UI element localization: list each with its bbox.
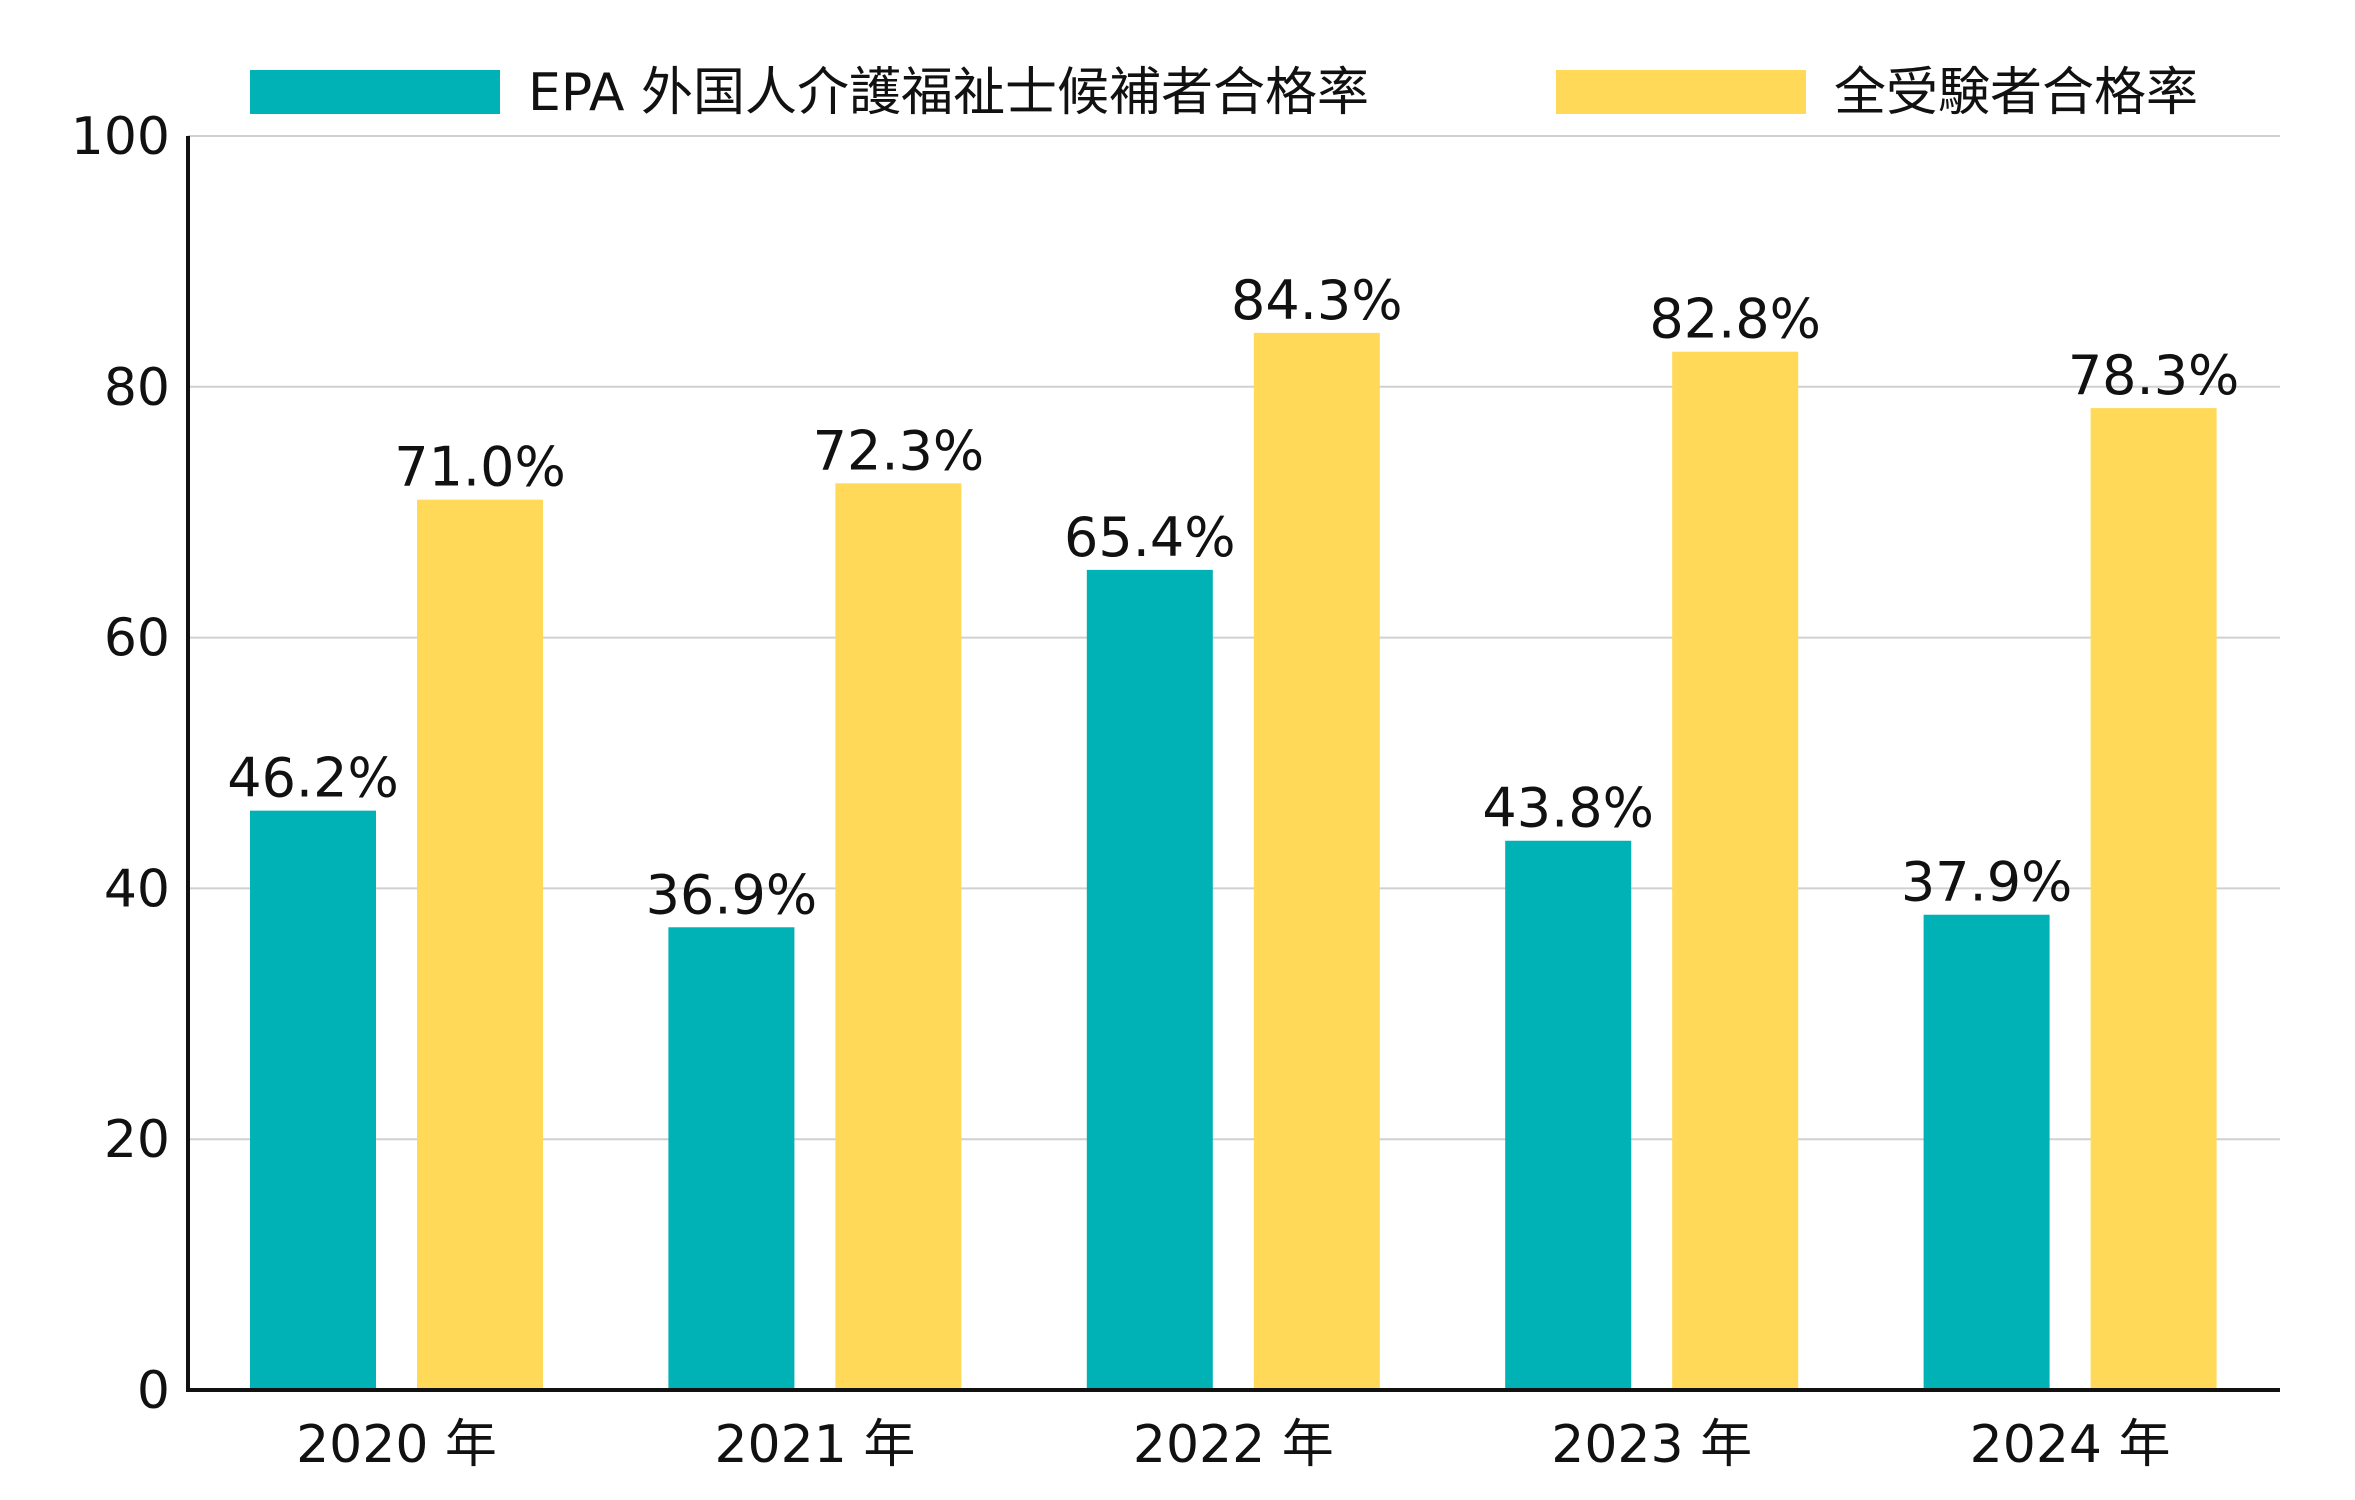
data-label: 36.9% <box>646 863 818 926</box>
legend: EPA 外国人介護福祉士候補者合格率 全受験者合格率 <box>250 63 2198 123</box>
data-label: 78.3% <box>2068 344 2240 407</box>
bar-epa-0 <box>250 810 376 1390</box>
data-label: 43.8% <box>1482 777 1654 840</box>
axes: 0 20 40 60 80 100 2020 年 2021 年 2022 年 2023 年 2024… <box>71 107 2280 1475</box>
bars <box>250 332 2217 1391</box>
y-tick-label: 80 <box>104 358 170 418</box>
bar-all-2 <box>1253 332 1380 1391</box>
bar-all-0 <box>417 499 543 1390</box>
bar-all-1 <box>835 483 962 1390</box>
y-tick-label: 0 <box>137 1361 170 1421</box>
data-label: 84.3% <box>1231 269 1403 332</box>
bar-epa-4 <box>1923 914 2050 1390</box>
data-label: 46.2% <box>227 747 399 810</box>
data-label: 72.3% <box>813 419 985 482</box>
y-tick-label: 20 <box>104 1110 170 1170</box>
x-tick-label: 2023 年 <box>1551 1415 1752 1475</box>
x-tick-label: 2024 年 <box>1970 1415 2171 1475</box>
y-tick-label: 60 <box>104 609 170 669</box>
data-label: 37.9% <box>1901 851 2073 914</box>
bar-all-4 <box>2090 408 2217 1390</box>
legend-label: 全受験者合格率 <box>1834 63 2198 123</box>
legend-label: EPA 外国人介護福祉士候補者合格率 <box>528 63 1369 123</box>
bar-epa-2 <box>1086 569 1213 1390</box>
x-tick-label: 2021 年 <box>714 1415 915 1475</box>
data-label: 82.8% <box>1649 288 1821 351</box>
bar-epa-1 <box>668 927 795 1390</box>
data-label: 65.4% <box>1064 506 1236 569</box>
bar-all-3 <box>1672 351 1799 1390</box>
x-tick-label: 2020 年 <box>296 1415 497 1475</box>
x-tick-label: 2022 年 <box>1133 1415 1334 1475</box>
y-tick-label: 40 <box>104 859 170 919</box>
bar-epa-3 <box>1505 840 1632 1390</box>
legend-swatch <box>1556 70 1806 114</box>
data-label: 71.0% <box>394 436 566 499</box>
y-tick-label: 100 <box>71 107 170 167</box>
legend-swatch <box>250 70 500 114</box>
bar-labels: 46.2% 71.0% 36.9% 72.3% 65.4% 84.3% 43.8% 82.8%… <box>227 269 2239 926</box>
